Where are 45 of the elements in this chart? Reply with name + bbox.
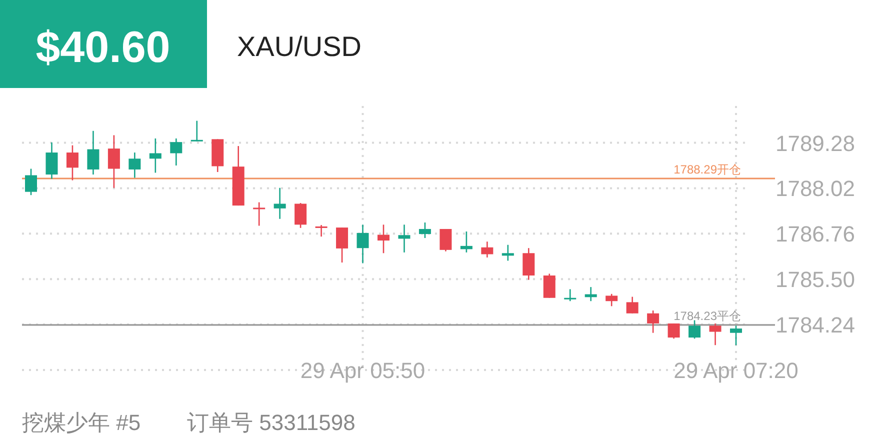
candlestick — [274, 187, 286, 220]
y-tick-label: 1788.02 — [775, 176, 855, 202]
candlestick — [709, 322, 722, 346]
candlestick — [647, 310, 660, 334]
candlestick — [128, 152, 141, 178]
x-tick-label: 29 Apr 05:50 — [300, 358, 426, 383]
candlestick — [294, 202, 307, 229]
candlestick — [626, 296, 638, 314]
candlestick — [440, 228, 452, 252]
candlestick — [606, 293, 618, 307]
candlestick — [66, 144, 78, 181]
y-tick-label: 1789.28 — [775, 130, 855, 156]
candlestick — [730, 324, 742, 346]
y-tick-label: 1786.76 — [775, 222, 855, 247]
y-tick-label: 1784.24 — [775, 312, 855, 338]
candlestick — [170, 138, 182, 166]
candlestick — [336, 226, 348, 264]
chart-title: XAU/USD — [237, 31, 362, 62]
candlestick — [398, 224, 410, 254]
candlestick — [460, 230, 472, 254]
candlestick — [253, 202, 266, 226]
ref-line-label: 1784.23平仓 — [674, 308, 741, 323]
candlestick — [481, 240, 494, 258]
text: 订单号 53311598 — [187, 410, 356, 435]
badge: $40.60 — [0, 0, 207, 88]
candlestick — [502, 244, 514, 262]
candlestick — [418, 222, 431, 239]
candlestick — [543, 273, 556, 299]
y-tick-label: 1785.50 — [775, 267, 855, 292]
candlestick — [564, 288, 576, 302]
x-tick-label: 29 Apr 07:20 — [674, 358, 798, 383]
candlestick — [522, 247, 535, 280]
text: 挖煤少年 #5 — [22, 410, 141, 435]
candlestick — [668, 322, 680, 340]
candlestick — [25, 168, 37, 196]
candlestick — [190, 120, 203, 142]
candlestick — [315, 224, 328, 238]
candlestick — [46, 142, 58, 180]
ref-line-label: 1788.29开仓 — [674, 162, 741, 176]
candlestick — [108, 134, 120, 189]
candlestick — [378, 224, 390, 254]
candlestick — [356, 224, 369, 264]
candlestick — [87, 130, 100, 176]
candlestick — [688, 320, 701, 340]
candlestick — [149, 138, 162, 174]
